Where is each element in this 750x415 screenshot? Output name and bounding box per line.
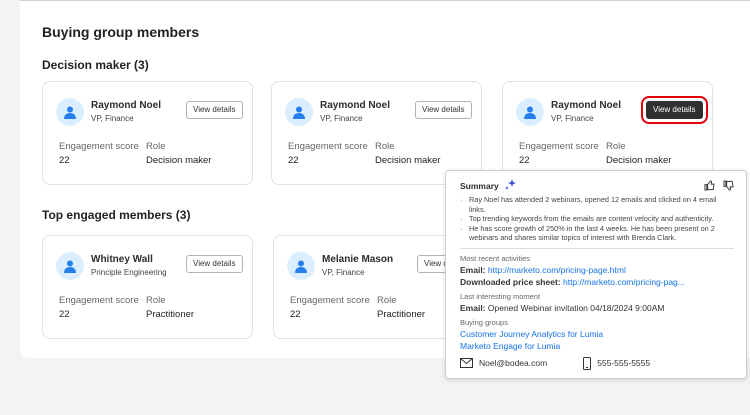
summary-title-text: Summary xyxy=(460,181,499,191)
member-name: Melanie Mason xyxy=(322,254,394,265)
thumbs-down-icon[interactable] xyxy=(723,180,734,191)
summary-item: Top trending keywords from the emails ar… xyxy=(460,214,734,224)
member-title: VP, Finance xyxy=(320,114,363,123)
email-activity-link[interactable]: http://marketo.com/pricing-page.html xyxy=(487,264,626,275)
buying-group-link[interactable]: Marketo Engage for Lumia xyxy=(460,340,561,351)
user-icon xyxy=(293,106,305,119)
role-label: Role xyxy=(377,295,397,306)
thumbs-up-icon[interactable] xyxy=(704,180,715,191)
last-moment-row: Email: Opened Webinar invitation 04/18/2… xyxy=(460,302,734,314)
ai-sparkle-icon xyxy=(505,179,517,190)
summary-item: Ray Noel has attended 2 webinars, opened… xyxy=(460,195,734,214)
member-card: Whitney Wall Principle Engineering View … xyxy=(42,235,253,339)
divider xyxy=(460,247,734,249)
last-moment-value: Opened Webinar invitation 04/18/2024 9:0… xyxy=(487,302,665,313)
contact-email[interactable]: Noel@bodea.com xyxy=(479,358,548,368)
member-details-popover: Summary Ray Noel has attended 2 webinars… xyxy=(445,170,747,379)
member-card: Raymond Noel VP, Finance View details En… xyxy=(271,81,482,185)
avatar xyxy=(56,252,84,280)
phone-icon xyxy=(583,356,592,370)
mail-icon xyxy=(460,358,473,368)
avatar xyxy=(56,98,84,126)
engagement-score-value: 22 xyxy=(290,309,301,320)
contact-phone[interactable]: 555-555-5555 xyxy=(597,358,651,368)
engagement-score-label: Engagement score xyxy=(288,141,368,152)
member-title: VP, Finance xyxy=(551,114,594,123)
section-title-top-engaged: Top engaged members (3) xyxy=(42,208,191,222)
member-name: Raymond Noel xyxy=(551,100,622,111)
view-details-button[interactable]: View details xyxy=(415,101,472,119)
engagement-score-value: 22 xyxy=(519,155,530,166)
download-activity-link[interactable]: http://marketo.com/pricing-pag... xyxy=(562,276,685,287)
feedback-buttons xyxy=(704,180,734,191)
summary-header: Summary xyxy=(460,179,734,192)
last-moment-label: Email: xyxy=(460,302,486,313)
contact-row: Noel@bodea.com 555-555-5555 xyxy=(460,356,734,370)
engagement-score-value: 22 xyxy=(59,155,70,166)
role-label: Role xyxy=(146,141,166,152)
avatar xyxy=(285,98,313,126)
summary-title: Summary xyxy=(460,179,517,192)
role-value: Decision maker xyxy=(146,155,212,166)
engagement-score-label: Engagement score xyxy=(519,141,599,152)
page-title: Buying group members xyxy=(42,24,200,40)
role-value: Decision maker xyxy=(606,155,672,166)
role-label: Role xyxy=(375,141,395,152)
member-card: Raymond Noel VP, Finance View details En… xyxy=(42,81,253,185)
view-details-button[interactable]: View details xyxy=(186,101,243,119)
view-details-button[interactable]: View details xyxy=(186,255,243,273)
buying-groups-title: Buying groups xyxy=(460,317,508,327)
email-activity-row: Email: http://marketo.com/pricing-page.h… xyxy=(460,264,734,276)
engagement-score-label: Engagement score xyxy=(59,141,139,152)
member-name: Raymond Noel xyxy=(320,100,391,111)
role-value: Practitioner xyxy=(146,309,195,320)
engagement-score-value: 22 xyxy=(59,309,70,320)
last-moment-title: Last interesting moment xyxy=(460,291,541,301)
view-details-button[interactable]: View details xyxy=(641,96,708,124)
user-icon xyxy=(64,106,76,119)
engagement-score-value: 22 xyxy=(288,155,299,166)
user-icon xyxy=(64,260,76,273)
role-label: Role xyxy=(606,141,626,152)
role-label: Role xyxy=(146,295,166,306)
member-card: Raymond Noel VP, Finance View details En… xyxy=(502,81,713,185)
download-activity-label: Downloaded price sheet: xyxy=(460,276,561,287)
role-value: Practitioner xyxy=(377,309,426,320)
recent-activities-title: Most recent activities xyxy=(460,253,531,263)
avatar xyxy=(287,252,315,280)
member-title: VP, Finance xyxy=(91,114,134,123)
summary-item: He has score growth of 250% in the last … xyxy=(460,224,734,243)
member-name: Whitney Wall xyxy=(91,254,153,265)
role-value: Decision maker xyxy=(375,155,441,166)
section-title-decision-maker: Decision maker (3) xyxy=(42,58,149,72)
summary-list: Ray Noel has attended 2 webinars, opened… xyxy=(460,195,734,243)
buying-group-link[interactable]: Customer Journey Analytics for Lumia xyxy=(460,328,604,339)
member-name: Raymond Noel xyxy=(91,100,162,111)
engagement-score-label: Engagement score xyxy=(59,295,139,306)
user-icon xyxy=(295,260,307,273)
avatar xyxy=(516,98,544,126)
engagement-score-label: Engagement score xyxy=(290,295,370,306)
email-activity-label: Email: xyxy=(460,264,486,275)
download-activity-row: Downloaded price sheet: http://marketo.c… xyxy=(460,276,734,288)
member-title: VP, Finance xyxy=(322,268,365,277)
member-title: Principle Engineering xyxy=(91,268,167,277)
user-icon xyxy=(524,106,536,119)
